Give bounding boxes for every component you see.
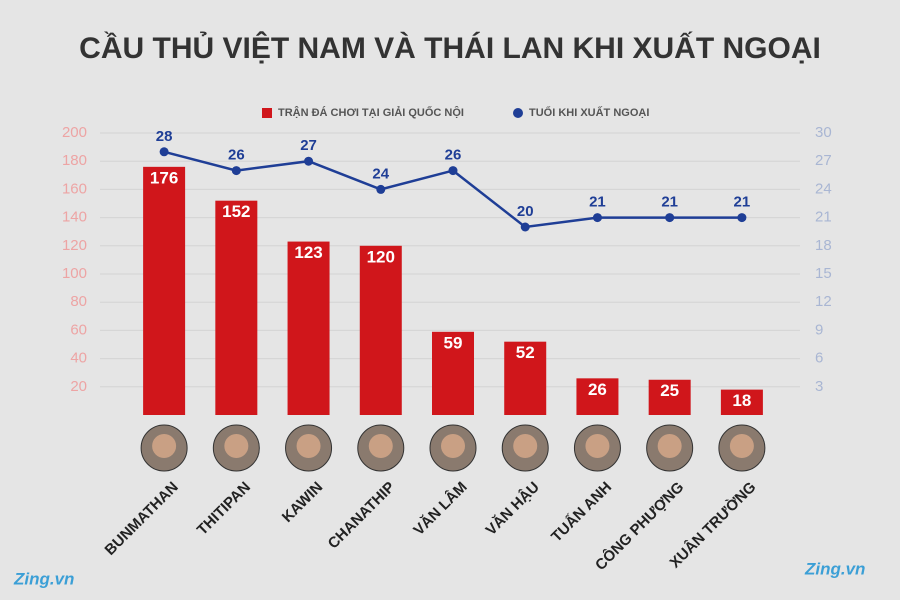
line-value-label: 27 bbox=[300, 137, 317, 154]
y-tick-label: 80 bbox=[70, 293, 87, 310]
line-value-label: 21 bbox=[734, 194, 751, 211]
bar-value-label: 152 bbox=[222, 202, 250, 221]
y-tick-label: 120 bbox=[62, 237, 87, 254]
legend-marker bbox=[262, 108, 272, 118]
player-face bbox=[296, 434, 321, 458]
player-face bbox=[152, 434, 177, 458]
line-value-label: 24 bbox=[372, 165, 389, 182]
line-point bbox=[304, 156, 314, 166]
player-face bbox=[729, 434, 754, 458]
y2-tick-label: 3 bbox=[815, 378, 823, 395]
line-point bbox=[592, 213, 602, 223]
y-tick-label: 160 bbox=[62, 180, 87, 197]
y-tick-label: 140 bbox=[62, 209, 87, 226]
bar-value-label: 25 bbox=[660, 381, 679, 400]
bar-value-label: 123 bbox=[294, 243, 322, 262]
line-point bbox=[520, 222, 530, 232]
legend-marker bbox=[513, 108, 523, 118]
bar-value-label: 120 bbox=[367, 247, 395, 266]
player-face bbox=[513, 434, 538, 458]
bar bbox=[359, 245, 402, 415]
y2-tick-label: 24 bbox=[815, 180, 832, 197]
bar-value-label: 18 bbox=[732, 391, 751, 410]
line-point bbox=[231, 166, 241, 176]
bar bbox=[720, 389, 763, 415]
line-value-label: 21 bbox=[661, 194, 678, 211]
y2-tick-label: 12 bbox=[815, 293, 832, 310]
bar bbox=[648, 379, 691, 415]
line-point bbox=[159, 147, 169, 157]
line-point bbox=[376, 184, 386, 194]
player-face bbox=[224, 434, 249, 458]
bar bbox=[287, 241, 330, 415]
bar-value-label: 26 bbox=[588, 380, 607, 399]
y2-tick-label: 6 bbox=[815, 350, 823, 367]
bar-value-label: 59 bbox=[444, 333, 463, 352]
line-value-label: 26 bbox=[228, 147, 245, 164]
bar bbox=[143, 166, 186, 415]
bar bbox=[215, 200, 258, 415]
bar bbox=[504, 341, 547, 415]
line-value-label: 20 bbox=[517, 203, 534, 220]
y-tick-label: 20 bbox=[70, 378, 87, 395]
chart-title: CẦU THỦ VIỆT NAM VÀ THÁI LAN KHI XUẤT NG… bbox=[79, 31, 821, 65]
y-tick-label: 180 bbox=[62, 152, 87, 169]
legend-label: TUỔI KHI XUẤT NGOẠI bbox=[529, 106, 649, 119]
y-tick-label: 60 bbox=[70, 321, 87, 338]
legend-label: TRẬN ĐÁ CHƠI TẠI GIẢI QUỐC NỘI bbox=[278, 105, 464, 119]
bar bbox=[576, 378, 619, 415]
y2-tick-label: 30 bbox=[815, 124, 832, 141]
player-face bbox=[441, 434, 465, 458]
player-face bbox=[585, 434, 610, 458]
bar-value-label: 176 bbox=[150, 168, 178, 187]
y-tick-label: 40 bbox=[70, 350, 87, 367]
player-face bbox=[368, 434, 393, 458]
bar-value-label: 52 bbox=[516, 343, 535, 362]
line-point bbox=[448, 166, 458, 176]
line-value-label: 28 bbox=[156, 128, 173, 145]
line-value-label: 26 bbox=[445, 147, 462, 164]
line-value-label: 21 bbox=[589, 194, 606, 211]
y-tick-label: 100 bbox=[62, 265, 87, 282]
line-point bbox=[665, 213, 675, 223]
y2-tick-label: 9 bbox=[815, 321, 823, 338]
watermark: Zing.vn bbox=[13, 569, 74, 588]
y2-tick-label: 15 bbox=[815, 265, 832, 282]
y2-tick-label: 27 bbox=[815, 152, 832, 169]
y2-tick-label: 18 bbox=[815, 237, 832, 254]
y-tick-label: 200 bbox=[62, 124, 87, 141]
bar bbox=[432, 331, 474, 415]
line-point bbox=[737, 213, 747, 223]
player-face bbox=[657, 434, 682, 458]
watermark: Zing.vn bbox=[804, 559, 865, 578]
y2-tick-label: 21 bbox=[815, 209, 832, 226]
